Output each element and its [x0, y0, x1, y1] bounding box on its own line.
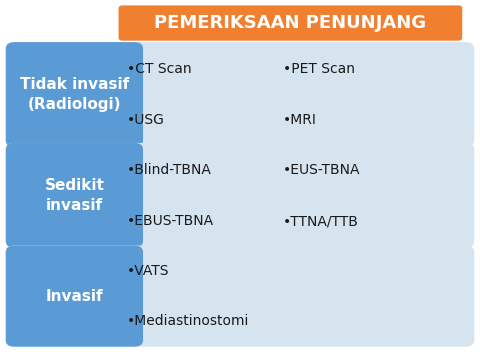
Text: •TTNA/TTB: •TTNA/TTB [283, 214, 359, 228]
FancyBboxPatch shape [6, 246, 143, 347]
Text: •VATS: •VATS [127, 264, 170, 278]
Text: •CT Scan: •CT Scan [127, 62, 192, 76]
Text: •PET Scan: •PET Scan [283, 62, 355, 76]
Text: •EUS-TBNA: •EUS-TBNA [283, 163, 360, 177]
Text: •USG: •USG [127, 113, 165, 127]
FancyBboxPatch shape [6, 42, 143, 147]
FancyBboxPatch shape [6, 143, 143, 248]
FancyBboxPatch shape [6, 246, 474, 347]
Text: PEMERIKSAAN PENUNJANG: PEMERIKSAAN PENUNJANG [155, 14, 426, 32]
Text: Tidak invasif
(Radiologi): Tidak invasif (Radiologi) [20, 77, 129, 112]
Text: •Blind-TBNA: •Blind-TBNA [127, 163, 212, 177]
FancyBboxPatch shape [6, 42, 474, 147]
FancyBboxPatch shape [119, 5, 462, 41]
Text: •MRI: •MRI [283, 113, 317, 127]
Text: Sedikit
invasif: Sedikit invasif [45, 178, 104, 213]
Text: •EBUS-TBNA: •EBUS-TBNA [127, 214, 215, 228]
Text: •Mediastinostomi: •Mediastinostomi [127, 314, 250, 328]
Text: Invasif: Invasif [46, 289, 103, 303]
FancyBboxPatch shape [6, 143, 474, 248]
